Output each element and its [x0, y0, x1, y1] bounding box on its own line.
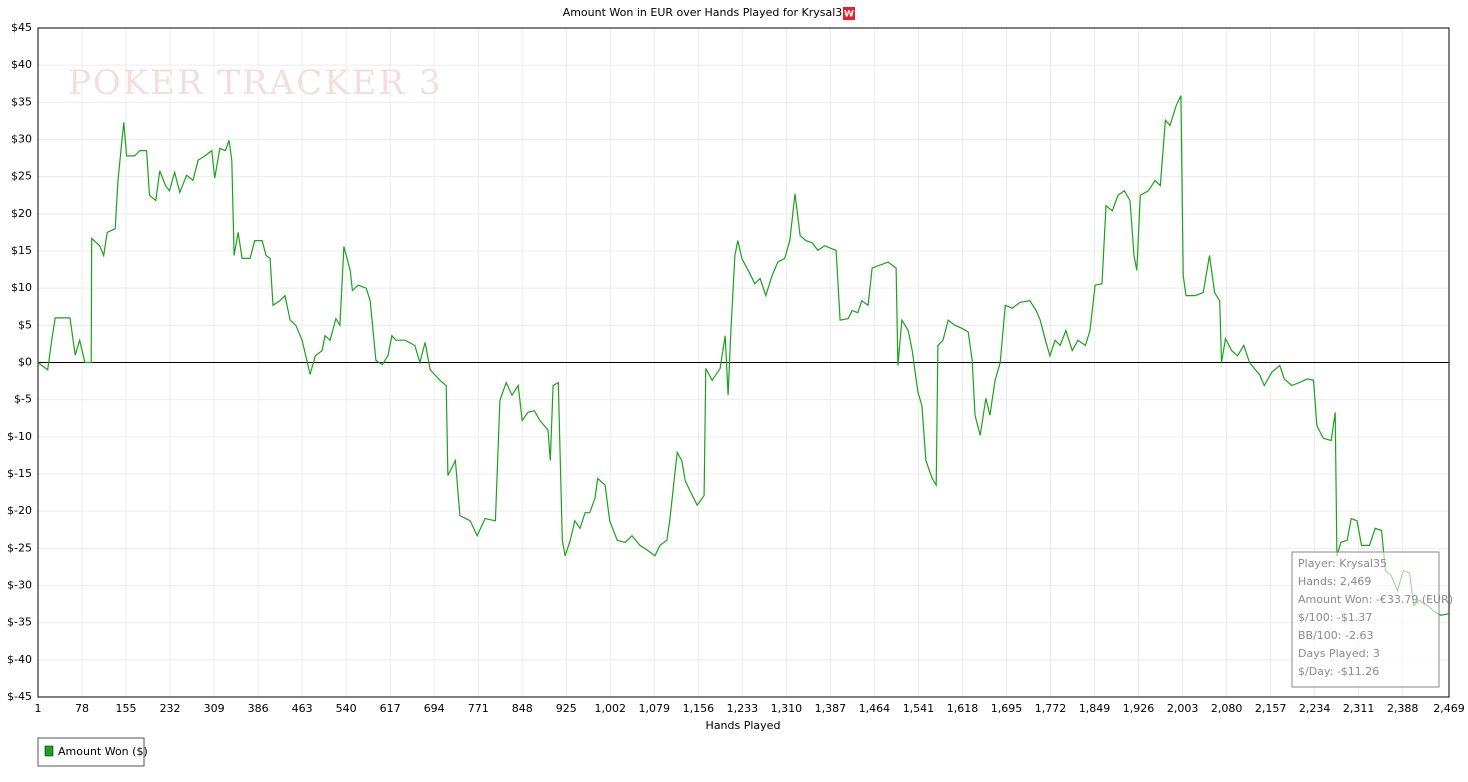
- y-tick-label: $-45: [7, 690, 32, 703]
- x-tick-label: 1,387: [815, 702, 847, 715]
- legend: [37, 737, 145, 767]
- x-tick-label: 155: [116, 702, 137, 715]
- x-tick-label: 540: [336, 702, 357, 715]
- y-tick-label: $35: [11, 95, 32, 108]
- y-tick-label: $-15: [7, 467, 32, 480]
- y-tick-label: $30: [11, 133, 32, 146]
- y-tick-label: $40: [11, 58, 32, 71]
- y-tick-label: $10: [11, 281, 32, 294]
- y-tick-label: $25: [11, 170, 32, 183]
- x-tick-label: 1,695: [991, 702, 1023, 715]
- x-tick-label: 1,772: [1035, 702, 1067, 715]
- y-tick-label: $45: [11, 21, 32, 34]
- x-tick-label: 2,311: [1343, 702, 1375, 715]
- y-tick-label: $20: [11, 207, 32, 220]
- y-tick-label: $-30: [7, 579, 32, 592]
- watermark: POKER TRACKER 3: [68, 63, 442, 103]
- x-tick-label: 848: [512, 702, 533, 715]
- stats-line: Amount Won: -€33.79 (EUR): [1298, 593, 1453, 606]
- x-tick-label: 771: [468, 702, 489, 715]
- y-tick-label: $0: [18, 356, 32, 369]
- x-tick-label: 925: [556, 702, 577, 715]
- x-tick-label: 463: [292, 702, 313, 715]
- stats-line: $/100: -$1.37: [1298, 611, 1372, 624]
- stats-line: Hands: 2,469: [1298, 575, 1371, 588]
- svg-text:W: W: [844, 10, 854, 20]
- legend-swatch: [44, 745, 54, 757]
- y-tick-label: $5: [18, 318, 32, 331]
- legend-label: Amount Won ($): [58, 745, 148, 758]
- x-tick-label: 1,618: [947, 702, 979, 715]
- x-tick-label: 2,234: [1299, 702, 1331, 715]
- x-tick-label: 2,003: [1167, 702, 1199, 715]
- x-tick-label: 1,156: [683, 702, 715, 715]
- stats-box: [1291, 551, 1440, 688]
- x-tick-label: 386: [248, 702, 269, 715]
- stats-line: BB/100: -2.63: [1298, 629, 1373, 642]
- y-tick-label: $-25: [7, 541, 32, 554]
- x-axis-label: Hands Played: [706, 719, 781, 732]
- x-tick-label: 78: [75, 702, 89, 715]
- chart-title: Amount Won in EUR over Hands Played for …: [563, 6, 850, 19]
- x-tick-label: 2,388: [1387, 702, 1419, 715]
- series-line: [37, 95, 1450, 616]
- x-tick-label: 1,849: [1079, 702, 1111, 715]
- y-tick-label: $-5: [14, 393, 32, 406]
- stats-line: Days Played: 3: [1298, 647, 1380, 660]
- x-tick-label: 1,233: [727, 702, 759, 715]
- x-tick-label: 1: [35, 702, 42, 715]
- x-tick-label: 309: [204, 702, 225, 715]
- y-tick-label: $-35: [7, 616, 32, 629]
- stats-line: Player: Krysal35: [1298, 557, 1387, 570]
- y-tick-label: $-20: [7, 504, 32, 517]
- x-tick-label: 1,926: [1123, 702, 1155, 715]
- x-tick-label: 2,469: [1433, 702, 1465, 715]
- x-tick-label: 2,080: [1211, 702, 1243, 715]
- stats-line: $/Day: -$11.26: [1298, 665, 1379, 678]
- x-tick-label: 694: [424, 702, 445, 715]
- x-tick-label: 2,157: [1255, 702, 1287, 715]
- x-tick-label: 232: [160, 702, 181, 715]
- y-tick-label: $-40: [7, 653, 32, 666]
- x-tick-label: 1,079: [639, 702, 671, 715]
- x-tick-label: 617: [380, 702, 401, 715]
- y-tick-label: $-10: [7, 430, 32, 443]
- x-tick-label: 1,310: [771, 702, 803, 715]
- x-tick-label: 1,464: [859, 702, 891, 715]
- x-tick-label: 1,002: [595, 702, 627, 715]
- title-logo: W: [843, 7, 855, 20]
- y-tick-label: $15: [11, 244, 32, 257]
- x-tick-label: 1,541: [903, 702, 935, 715]
